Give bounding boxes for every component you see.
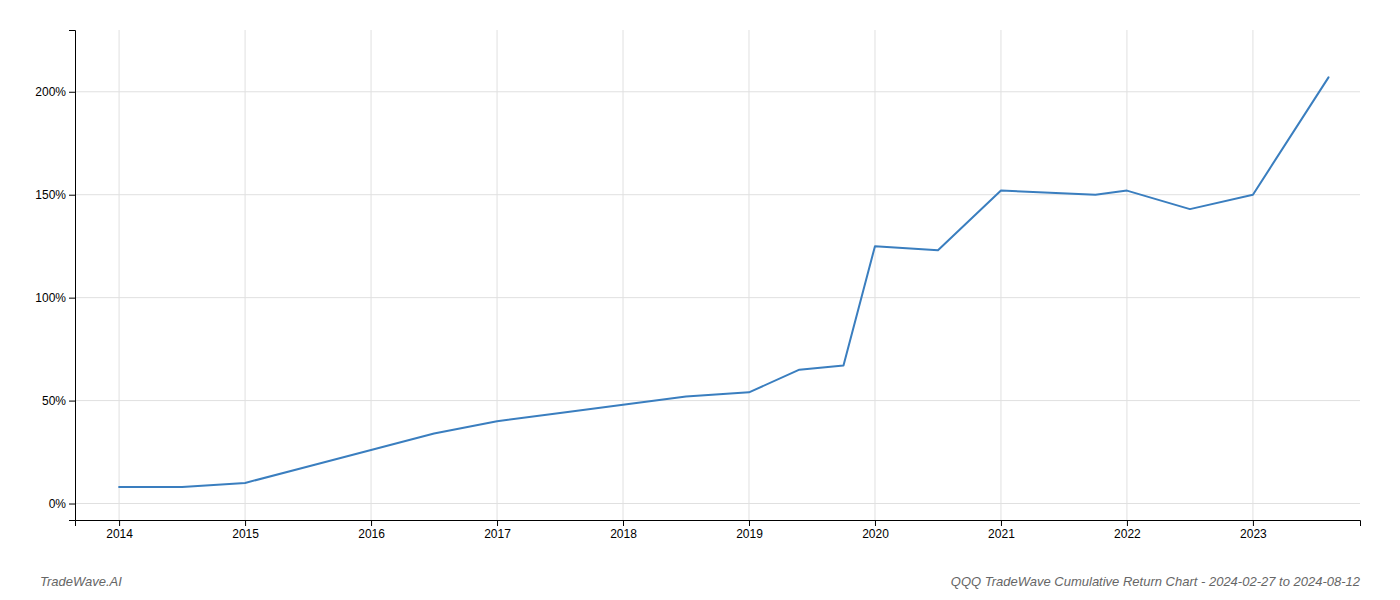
grid-line — [75, 194, 1360, 195]
grid-line — [497, 30, 498, 520]
x-tick-mark — [749, 520, 750, 526]
y-tick-label: 50% — [42, 394, 66, 408]
y-axis-line — [69, 31, 76, 521]
x-tick-label: 2021 — [988, 527, 1015, 541]
y-tick-mark — [69, 195, 75, 196]
grid-line — [119, 30, 120, 520]
x-tick-label: 2019 — [736, 527, 763, 541]
x-tick-label: 2016 — [358, 527, 385, 541]
y-tick: 150% — [35, 188, 75, 202]
y-tick-mark — [69, 298, 75, 299]
x-tick-mark — [1127, 520, 1128, 526]
grid — [75, 30, 1360, 520]
grid-line — [748, 30, 749, 520]
x-tick-label: 2023 — [1240, 527, 1267, 541]
grid-line — [1000, 30, 1001, 520]
x-tick-mark — [497, 520, 498, 526]
x-tick: 2014 — [106, 520, 133, 541]
grid-line — [245, 30, 246, 520]
grid-line — [874, 30, 875, 520]
title: QQQ TradeWave Cumulative Return Chart - … — [951, 574, 1361, 589]
grid-line — [75, 503, 1360, 504]
y-tick-label: 200% — [35, 85, 66, 99]
y-axis: 0% 50% 100% 150% 200% — [35, 31, 75, 521]
x-tick-label: 2014 — [106, 527, 133, 541]
grid-line — [75, 400, 1360, 401]
x-tick-mark — [245, 520, 246, 526]
x-tick: 2023 — [1240, 520, 1267, 541]
x-tick-label: 2017 — [484, 527, 511, 541]
y-tick-label: 100% — [35, 291, 66, 305]
y-tick-mark — [69, 92, 75, 93]
x-tick: 2020 — [862, 520, 889, 541]
y-tick-mark — [69, 504, 75, 505]
x-tick: 2022 — [1114, 520, 1141, 541]
x-tick: 2016 — [358, 520, 385, 541]
x-tick-label: 2018 — [610, 527, 637, 541]
x-tick-label: 2015 — [232, 527, 259, 541]
x-tick-mark — [119, 520, 120, 526]
y-tick: 0% — [49, 497, 75, 511]
grid-line — [75, 297, 1360, 298]
y-tick-label: 150% — [35, 188, 66, 202]
x-tick-label: 2020 — [862, 527, 889, 541]
x-axis: 2014 2015 2016 2017 2018 2019 2020 2021 2022 2023 — [76, 520, 1361, 541]
grid-line — [75, 91, 1360, 92]
x-tick: 2018 — [610, 520, 637, 541]
x-tick: 2021 — [988, 520, 1015, 541]
grid-line — [371, 30, 372, 520]
y-tick: 100% — [35, 291, 75, 305]
chart: 2014 2015 2016 2017 2018 2019 2020 2021 2022 2023… — [0, 0, 1400, 600]
watermark: TradeWave.AI — [40, 574, 122, 589]
grid-line — [1252, 30, 1253, 520]
y-tick: 200% — [35, 85, 75, 99]
x-tick-mark — [875, 520, 876, 526]
x-tick-label: 2022 — [1114, 527, 1141, 541]
x-tick-mark — [1001, 520, 1002, 526]
grid-line — [623, 30, 624, 520]
x-tick: 2017 — [484, 520, 511, 541]
x-tick-mark — [1253, 520, 1254, 526]
line — [119, 77, 1328, 487]
plot-area — [119, 77, 1328, 487]
x-tick: 2015 — [232, 520, 259, 541]
y-tick: 50% — [42, 394, 75, 408]
grid-line — [1126, 30, 1127, 520]
y-tick-mark — [69, 401, 75, 402]
x-axis-line — [76, 521, 1361, 527]
x-tick: 2019 — [736, 520, 763, 541]
x-tick-mark — [371, 520, 372, 526]
y-tick-label: 0% — [49, 497, 67, 511]
x-tick-mark — [623, 520, 624, 526]
